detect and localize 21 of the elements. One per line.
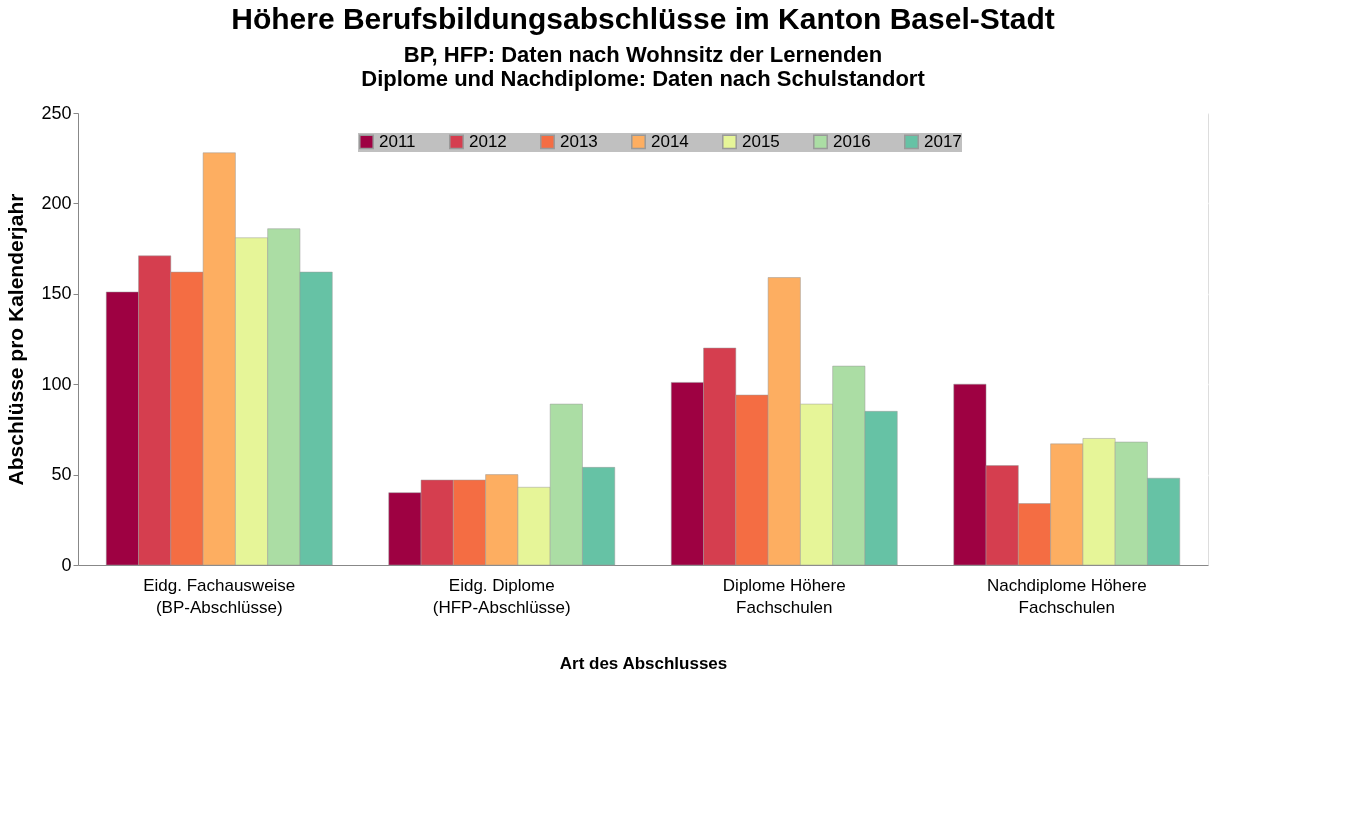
legend-label: 2017 (924, 131, 962, 151)
x-axis-title: Art des Abschlusses (559, 653, 728, 673)
y-tick-label: 200 (41, 192, 72, 213)
legend-label: 2016 (833, 131, 871, 151)
y-tick-label: 250 (41, 102, 72, 123)
y-tick-label: 150 (41, 283, 72, 304)
legend-label: 2011 (379, 131, 416, 151)
legend-label: 2013 (560, 131, 598, 151)
x-tick-label: Eidg. Fachausweise (BP-Abschlüsse) (143, 575, 296, 617)
y-axis-title: Abschlüsse pro Kalenderjahr (4, 193, 28, 486)
legend-label: 2012 (469, 131, 507, 151)
x-tick-label: Eidg. Diplome (HFP-Abschlüsse) (432, 575, 571, 617)
x-tick-label: Nachdiplome Höhere Fachschulen (986, 575, 1147, 617)
chart-subtitle: BP, HFP: Daten nach Wohnsitz der Lernenden Diplome und Nachdiplome: Daten nach Schulstandort (361, 42, 926, 91)
y-tick-label: 0 (61, 554, 72, 575)
legend-label: 2015 (742, 131, 780, 151)
legend-label: 2014 (651, 131, 689, 151)
y-tick-label: 100 (41, 373, 72, 394)
y-tick-label: 50 (51, 464, 72, 485)
x-tick-label: Diplome Höhere Fachschulen (722, 575, 846, 617)
chart-title: Höhere Berufsbildungsabschlüsse im Kanton Basel-Stadt (231, 2, 1055, 35)
